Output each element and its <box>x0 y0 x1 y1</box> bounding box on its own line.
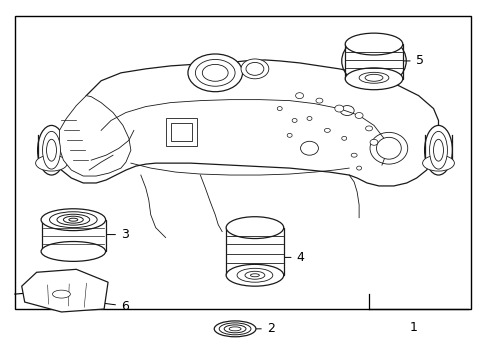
Ellipse shape <box>335 105 343 112</box>
Ellipse shape <box>342 136 347 140</box>
Ellipse shape <box>245 271 265 279</box>
Ellipse shape <box>41 242 105 261</box>
Ellipse shape <box>219 323 251 335</box>
Bar <box>171 123 193 141</box>
Bar <box>226 228 284 275</box>
Ellipse shape <box>365 74 383 81</box>
Ellipse shape <box>237 268 273 282</box>
Ellipse shape <box>188 54 243 92</box>
Ellipse shape <box>250 274 259 277</box>
Bar <box>42 220 106 251</box>
Ellipse shape <box>41 209 105 231</box>
Ellipse shape <box>366 126 372 131</box>
Polygon shape <box>56 60 439 186</box>
Ellipse shape <box>300 141 318 155</box>
Polygon shape <box>59 96 131 176</box>
Ellipse shape <box>370 132 408 164</box>
Ellipse shape <box>69 218 78 221</box>
Ellipse shape <box>202 64 228 81</box>
Bar <box>166 118 197 146</box>
Ellipse shape <box>340 105 354 116</box>
Ellipse shape <box>345 33 403 55</box>
Ellipse shape <box>241 59 269 79</box>
Text: 2: 2 <box>243 322 275 336</box>
Ellipse shape <box>324 129 330 132</box>
Ellipse shape <box>357 166 362 170</box>
Ellipse shape <box>226 217 284 239</box>
Ellipse shape <box>47 139 56 161</box>
Ellipse shape <box>214 321 256 337</box>
Ellipse shape <box>224 325 246 333</box>
Ellipse shape <box>43 131 60 169</box>
Bar <box>345 44 403 79</box>
Ellipse shape <box>316 98 323 103</box>
Ellipse shape <box>292 118 297 122</box>
Ellipse shape <box>226 264 284 286</box>
Text: 1: 1 <box>410 321 417 334</box>
Text: 3: 3 <box>87 228 129 241</box>
Ellipse shape <box>345 68 403 90</box>
Ellipse shape <box>57 214 90 225</box>
Ellipse shape <box>351 153 357 157</box>
Ellipse shape <box>307 117 312 121</box>
Ellipse shape <box>196 59 235 86</box>
Ellipse shape <box>430 131 447 169</box>
Ellipse shape <box>38 125 65 175</box>
Ellipse shape <box>355 113 363 118</box>
Ellipse shape <box>63 216 83 223</box>
Ellipse shape <box>359 72 389 83</box>
Ellipse shape <box>295 93 303 99</box>
Ellipse shape <box>425 125 452 175</box>
Ellipse shape <box>376 137 401 159</box>
Text: 4: 4 <box>270 251 304 264</box>
Ellipse shape <box>49 212 97 228</box>
Ellipse shape <box>370 139 378 145</box>
Ellipse shape <box>422 155 454 171</box>
Ellipse shape <box>229 327 241 331</box>
Ellipse shape <box>277 107 282 111</box>
Text: 6: 6 <box>75 298 129 312</box>
Ellipse shape <box>246 62 264 75</box>
Bar <box>15 16 471 309</box>
Ellipse shape <box>287 133 292 137</box>
Ellipse shape <box>36 155 68 171</box>
Ellipse shape <box>52 290 71 298</box>
Ellipse shape <box>434 139 443 161</box>
Polygon shape <box>22 269 108 312</box>
Text: 5: 5 <box>388 54 424 67</box>
